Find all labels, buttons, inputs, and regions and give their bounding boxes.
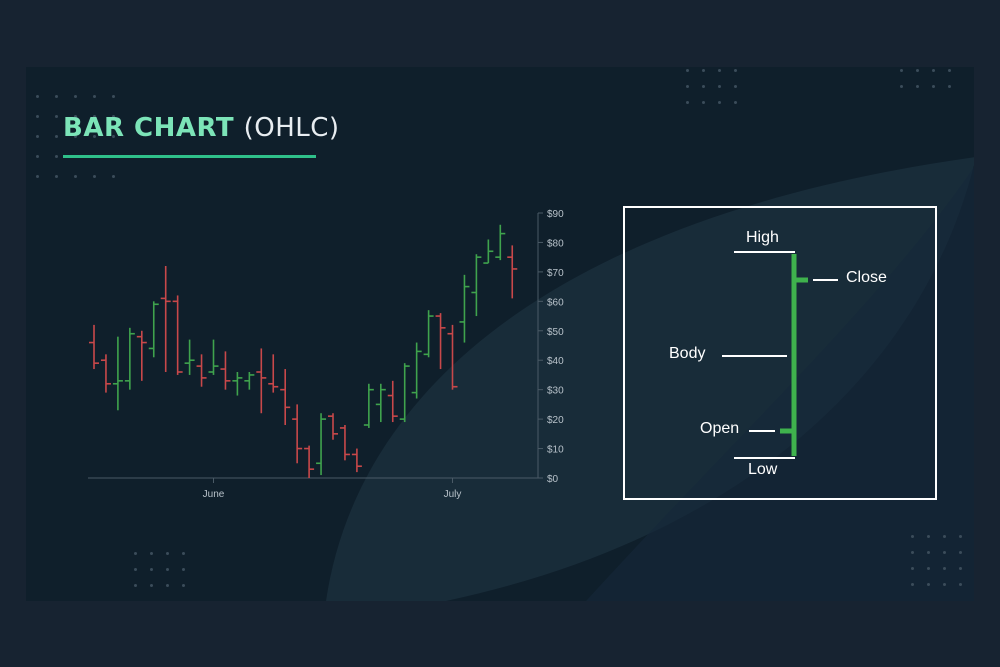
title-suffix: (OHLC) [243,113,340,143]
ohlc-bar [184,339,195,375]
ohlc-bar [244,372,255,390]
background-leaf-decoration [326,157,974,601]
ohlc-bar [196,354,207,387]
dot-pattern-top-center [686,69,737,104]
ohlc-bar [423,310,434,358]
ohlc-legend-diagram [722,251,838,459]
dot-pattern-top-left [36,95,115,178]
ohlc-bar [292,404,303,464]
ohlc-bar [220,351,231,390]
legend-close-label: Close [846,269,887,286]
ohlc-bar [172,295,183,375]
y-tick-label: $60 [547,297,564,308]
ohlc-bar [148,301,159,358]
ohlc-bar [447,324,458,390]
ohlc-bar [435,313,446,370]
ohlc-bar [387,380,398,423]
ohlc-bar [136,330,147,381]
ohlc-bar [471,254,482,317]
dot-pattern-bottom-right [911,535,962,586]
legend-low-label: Low [748,461,778,478]
ohlc-bar [363,383,374,428]
ohlc-bar [328,413,338,440]
ohlc-bar [507,245,518,299]
ohlc-bar [89,324,99,370]
chart-panel: BAR CHART (OHLC) $0 $10 $20 $30 $40 $50 $60 $70… [26,67,974,601]
y-tick-label: $10 [547,445,564,456]
y-tick-label: $90 [547,209,564,220]
y-tick-label: $50 [547,327,564,338]
ohlc-bar [339,425,350,461]
ohlc-bar [112,336,123,411]
y-tick-label: $0 [547,474,559,485]
ohlc-bar [351,448,362,473]
ohlc-bar [411,342,422,399]
ohlc-bar [268,354,279,393]
y-tick-label: $70 [547,268,564,279]
dot-pattern-bottom-left [134,552,185,587]
ohlc-bar [232,372,243,396]
y-tick-label: $80 [547,238,564,249]
title-underline [63,155,316,158]
ohlc-bar [304,445,315,478]
ohlc-bar [495,224,506,261]
y-tick-label: $20 [547,415,564,426]
ohlc-bar [459,274,470,343]
legend-body-label: Body [669,345,706,362]
dot-pattern-top-right [900,69,951,88]
page-title: BAR CHART (OHLC) [63,113,340,143]
ohlc-bar [399,363,410,423]
y-tick-label: $30 [547,386,564,397]
y-tick-label: $40 [547,356,564,367]
ohlc-bar [483,239,494,264]
ohlc-bar [208,339,219,375]
ohlc-bar [256,348,267,414]
title-main: BAR CHART [63,113,235,143]
x-tick-label: July [444,489,462,500]
legend-high-label: High [746,229,779,246]
x-tick-label: June [203,489,225,500]
ohlc-bar [100,354,111,393]
ohlc-bar [375,383,386,423]
ohlc-bar [280,369,291,425]
legend-open-label: Open [700,420,740,437]
ohlc-chart: $0 $10 $20 $30 $40 $50 $60 $70 $80 $90 June July [88,209,564,500]
ohlc-bar [124,327,135,390]
ohlc-bar [160,266,171,372]
ohlc-bar [316,413,327,476]
ohlc-legend-box: High Close Body Open Low [623,206,937,500]
